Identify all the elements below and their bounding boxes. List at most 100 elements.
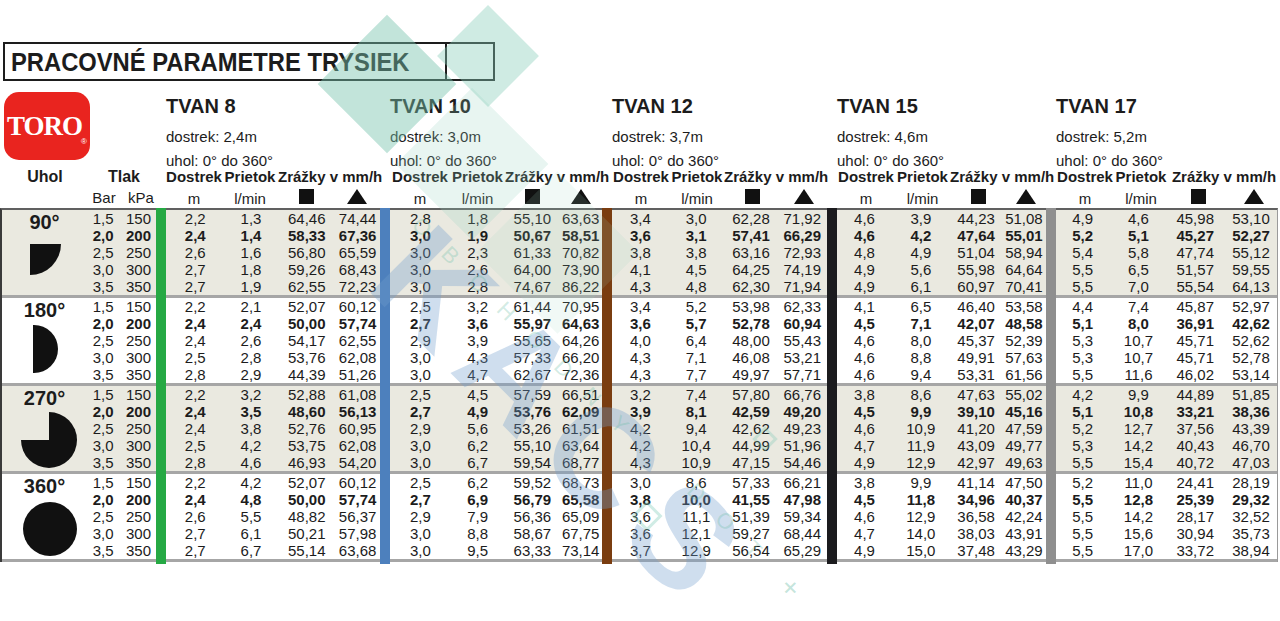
table-row: 3,03002,52,853,7662,083,04,357,3366,204,… xyxy=(2,349,1277,366)
zrazky-square-value: 37,56 xyxy=(1165,420,1225,437)
dostrek-value: 2,4 xyxy=(167,491,223,508)
dostrek-value: 3,0 xyxy=(612,474,670,491)
dostrek-value: 3,4 xyxy=(612,210,670,227)
prietok-value: 6,1 xyxy=(893,278,948,295)
zrazky-triangle-value: 70,95 xyxy=(560,298,602,315)
zrazky-triangle-value: 49,63 xyxy=(1004,454,1044,471)
unit-m: m xyxy=(612,190,670,207)
prietok-value: 5,2 xyxy=(669,298,723,315)
prietok-value: 12,9 xyxy=(893,508,948,525)
unit-headers: ml/min xyxy=(166,189,380,207)
zrazky-triangle-value: 29,32 xyxy=(1225,491,1277,508)
bar-value: 2,0 xyxy=(87,227,120,244)
dostrek-value: 2,7 xyxy=(390,491,450,508)
zrazky-triangle-value: 62,08 xyxy=(335,437,381,454)
dostrek-value: 5,3 xyxy=(1054,437,1112,454)
zrazky-triangle-value: 40,37 xyxy=(1004,491,1044,508)
prietok-value: 5,7 xyxy=(669,315,723,332)
square-icon xyxy=(745,189,760,204)
zrazky-triangle-value: 61,56 xyxy=(1004,366,1044,383)
zrazky-triangle-value: 68,44 xyxy=(779,525,826,542)
divider-bar-tvan10 xyxy=(380,208,390,564)
zrazky-square-value: 55,98 xyxy=(948,261,1004,278)
zrazky-square-value: 41,20 xyxy=(948,420,1004,437)
zrazky-square-value: 49,97 xyxy=(723,366,779,383)
prietok-value: 3,9 xyxy=(450,332,505,349)
kpa-value: 150 xyxy=(120,386,158,403)
table-row: 1,51502,24,252,0760,122,56,259,5268,733,… xyxy=(2,474,1277,491)
dostrek-value: 2,8 xyxy=(390,210,450,227)
zrazky-triangle-value: 66,29 xyxy=(779,227,826,244)
zrazky-square-value: 30,94 xyxy=(1165,525,1225,542)
angle-label: 360° xyxy=(2,475,87,498)
angle-label: 90° xyxy=(2,211,87,234)
prietok-value: 3,8 xyxy=(669,244,723,261)
prietok-value: 6,5 xyxy=(1112,261,1166,278)
dostrek-value: 4,7 xyxy=(836,437,894,454)
prietok-value: 9,5 xyxy=(450,542,505,559)
zrazky-triangle-value: 73,90 xyxy=(560,261,602,278)
prietok-value: 6,5 xyxy=(893,298,948,315)
column-headers: DostrekPrietokZrážky v mm/h xyxy=(837,168,1046,185)
zrazky-square-value: 51,39 xyxy=(723,508,779,525)
triangle-icon xyxy=(571,189,591,204)
dostrek-value: 5,5 xyxy=(1054,508,1112,525)
dostrek-value: 2,4 xyxy=(167,315,223,332)
table-row: 2,02002,41,458,3367,363,01,950,6758,513,… xyxy=(2,227,1277,244)
zrazky-triangle-value: 57,74 xyxy=(335,491,381,508)
zrazky-square-value: 47,63 xyxy=(948,386,1004,403)
prietok-value: 5,6 xyxy=(893,261,948,278)
unit-triangle xyxy=(1006,189,1046,207)
zrazky-square-value: 53,98 xyxy=(723,298,779,315)
dostrek-value: 2,4 xyxy=(167,332,223,349)
zrazky-square-value: 53,26 xyxy=(505,420,560,437)
dostrek-value: 4,7 xyxy=(836,525,894,542)
unit-triangle xyxy=(780,189,827,207)
zrazky-triangle-value: 49,77 xyxy=(1004,437,1044,454)
dostrek-value: 5,5 xyxy=(1054,542,1112,559)
dostrek-value: 4,8 xyxy=(836,244,894,261)
section-name: TVAN 12 xyxy=(612,95,693,118)
page: PRACOVNÉ PARAMETRE TRYSIEK TORO ® Uhol T… xyxy=(0,0,1280,621)
zrazky-triangle-value: 43,91 xyxy=(1004,525,1044,542)
header-dostrek: Dostrek xyxy=(837,168,895,185)
prietok-value: 2,4 xyxy=(223,315,279,332)
unit-headers: ml/min xyxy=(612,189,827,207)
zrazky-square-value: 44,39 xyxy=(279,366,335,383)
zrazky-triangle-value: 56,37 xyxy=(335,508,381,525)
zrazky-square-value: 55,10 xyxy=(505,437,560,454)
prietok-value: 9,4 xyxy=(669,420,723,437)
zrazky-triangle-value: 70,41 xyxy=(1004,278,1044,295)
kpa-value: 200 xyxy=(120,315,158,332)
unit-headers: ml/min xyxy=(837,189,1046,207)
zrazky-triangle-value: 52,62 xyxy=(1225,332,1277,349)
prietok-value: 6,4 xyxy=(669,332,723,349)
zrazky-triangle-value: 59,55 xyxy=(1225,261,1277,278)
table-row: 2,52502,65,548,8256,372,97,956,3665,093,… xyxy=(2,508,1277,525)
zrazky-square-value: 46,40 xyxy=(948,298,1004,315)
zrazky-square-value: 51,04 xyxy=(948,244,1004,261)
table-row: 1,51502,21,364,4674,442,81,855,1063,633,… xyxy=(2,210,1277,227)
zrazky-square-value: 62,67 xyxy=(505,366,560,383)
prietok-value: 1,6 xyxy=(223,244,279,261)
prietok-value: 8,6 xyxy=(893,386,948,403)
prietok-value: 4,5 xyxy=(669,261,723,278)
kpa-value: 150 xyxy=(120,210,158,227)
zrazky-square-value: 24,41 xyxy=(1165,474,1225,491)
zrazky-square-value: 45,87 xyxy=(1165,298,1225,315)
unit-square xyxy=(505,189,560,207)
prietok-value: 9,4 xyxy=(893,366,948,383)
header-zrazky: Zrážky v mm/h xyxy=(724,168,827,185)
section-name: TVAN 15 xyxy=(837,95,918,118)
zrazky-square-value: 56,36 xyxy=(505,508,560,525)
kpa-value: 150 xyxy=(120,474,158,491)
zrazky-triangle-value: 52,97 xyxy=(1225,298,1277,315)
header-dostrek: Dostrek xyxy=(612,168,670,185)
section-dostrek: dostrek: 4,6m xyxy=(837,128,928,145)
zrazky-triangle-value: 55,01 xyxy=(1004,227,1044,244)
parameters-table: 90°1,51502,21,364,4674,442,81,855,1063,6… xyxy=(0,208,1278,562)
zrazky-square-value: 62,28 xyxy=(723,210,779,227)
table-row: 1,51502,22,152,0760,122,53,261,4470,953,… xyxy=(2,298,1277,315)
angle-group-270: 270°1,51502,23,252,8861,082,54,557,5966,… xyxy=(2,386,1277,474)
dostrek-value: 4,5 xyxy=(836,315,894,332)
